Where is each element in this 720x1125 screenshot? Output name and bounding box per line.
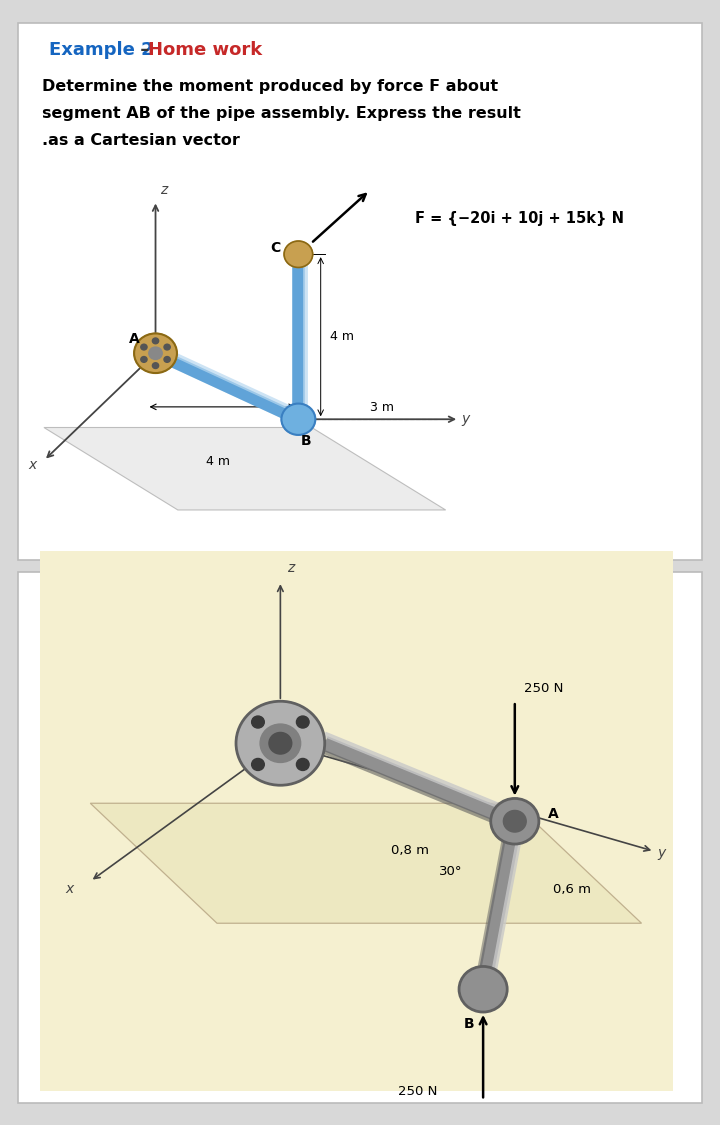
Text: y: y <box>657 846 665 861</box>
Circle shape <box>297 758 309 771</box>
Text: F = {−20i + 10j + 15k} N: F = {−20i + 10j + 15k} N <box>415 210 624 226</box>
Text: 30°: 30° <box>438 865 462 879</box>
Circle shape <box>503 810 526 832</box>
Circle shape <box>282 404 315 435</box>
Circle shape <box>164 357 170 362</box>
Text: 250 N: 250 N <box>524 682 564 695</box>
Text: A: A <box>129 332 140 346</box>
Circle shape <box>149 346 162 360</box>
Circle shape <box>153 362 158 369</box>
Text: Example 3: Example 3 <box>49 587 153 605</box>
Text: C: C <box>271 241 281 255</box>
Text: Home work: Home work <box>148 587 262 605</box>
Text: Example 2: Example 2 <box>49 42 153 60</box>
Text: x: x <box>28 458 37 471</box>
Text: 0,6 m: 0,6 m <box>553 883 591 897</box>
Text: Determine the moment produced by force F about: Determine the moment produced by force F… <box>42 79 498 95</box>
Circle shape <box>260 724 301 763</box>
Text: y: y <box>462 413 469 426</box>
Text: x: x <box>65 882 73 897</box>
FancyBboxPatch shape <box>18 22 702 560</box>
Text: 250 N: 250 N <box>397 1086 437 1098</box>
Text: Determine the couple moment acting on the pipe.: Determine the couple moment acting on th… <box>42 624 495 640</box>
Text: z: z <box>160 183 167 198</box>
Circle shape <box>297 716 309 728</box>
Polygon shape <box>90 803 642 924</box>
Text: 4 m: 4 m <box>330 331 354 343</box>
Text: B: B <box>464 1017 474 1032</box>
Polygon shape <box>44 428 446 510</box>
Circle shape <box>284 241 312 268</box>
Text: 0,8 m: 0,8 m <box>391 844 429 857</box>
Circle shape <box>269 732 292 754</box>
Text: Home work: Home work <box>148 42 262 60</box>
FancyBboxPatch shape <box>40 551 673 1091</box>
Text: z: z <box>287 561 294 575</box>
Text: –: – <box>134 42 156 60</box>
Circle shape <box>164 344 170 350</box>
Circle shape <box>141 357 147 362</box>
FancyBboxPatch shape <box>18 572 702 1102</box>
Text: B: B <box>301 434 311 448</box>
Circle shape <box>236 701 325 785</box>
Circle shape <box>141 344 147 350</box>
Text: .Segment AB is directed 30°below the x–y plane: .Segment AB is directed 30°below the x–y… <box>42 651 476 666</box>
Circle shape <box>459 966 507 1012</box>
Text: 3 m: 3 m <box>370 400 394 414</box>
Text: 4 m: 4 m <box>206 455 230 468</box>
Circle shape <box>153 338 158 344</box>
Text: segment AB of the pipe assembly. Express the result: segment AB of the pipe assembly. Express… <box>42 106 521 120</box>
Text: .as a Cartesian vector: .as a Cartesian vector <box>42 133 240 147</box>
Circle shape <box>251 758 264 771</box>
Text: –: – <box>134 587 156 605</box>
Circle shape <box>491 799 539 844</box>
Circle shape <box>251 716 264 728</box>
Circle shape <box>134 333 177 374</box>
Text: A: A <box>548 808 559 821</box>
Text: O: O <box>243 727 254 740</box>
